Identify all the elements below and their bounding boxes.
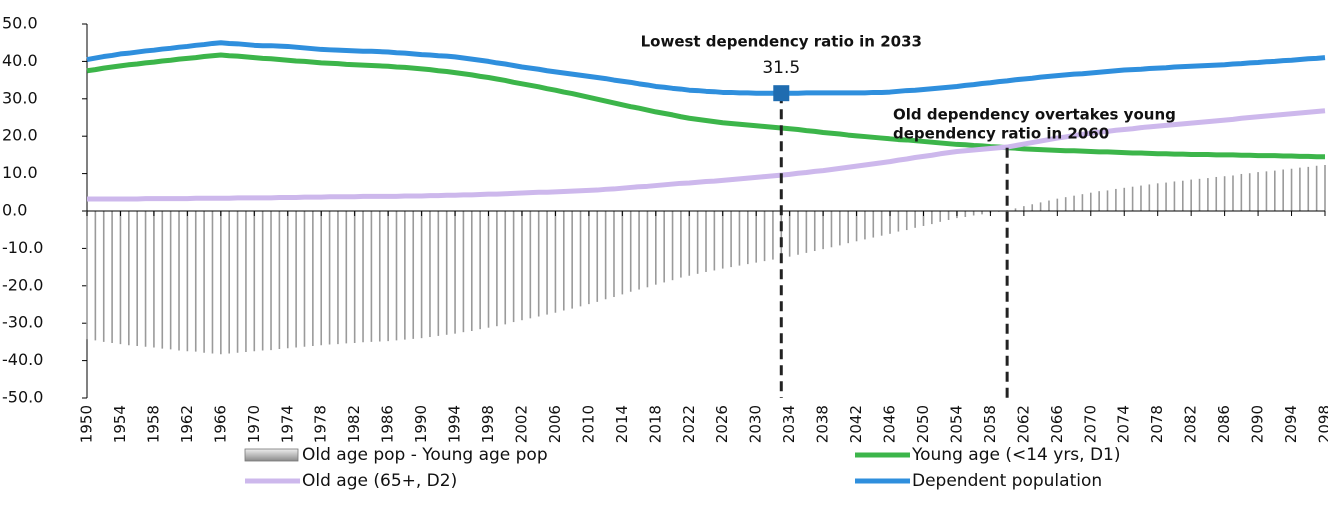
x-tick-label: 2038 (814, 405, 832, 443)
y-tick-label: -50.0 (2, 388, 43, 407)
y-tick-label: -40.0 (2, 350, 43, 369)
x-tick-label: 1998 (479, 405, 497, 443)
x-tick-label: 2042 (847, 405, 865, 443)
x-tick-label: 2026 (713, 405, 731, 443)
y-tick-label: -10.0 (2, 238, 43, 257)
x-tick-label: 2006 (546, 405, 564, 443)
x-tick-label: 2002 (512, 405, 530, 443)
legend-swatch (244, 448, 299, 462)
x-tick-label: 2010 (579, 405, 597, 443)
x-tick-label: 1954 (111, 405, 129, 443)
x-tick-label: 1962 (178, 405, 196, 443)
y-tick-label: -20.0 (2, 275, 43, 294)
x-tick-label: 2082 (1182, 405, 1200, 443)
x-tick-label: 2078 (1148, 405, 1166, 443)
x-tick-label: 2022 (680, 405, 698, 443)
annotation-marker (773, 85, 790, 102)
legend-label: Young age (<14 yrs, D1) (911, 445, 1121, 465)
annotation-text: Lowest dependency ratio in 2033 (641, 33, 922, 51)
legend-label: Dependent population (912, 471, 1102, 491)
line (86, 52, 1325, 160)
x-tick-label: 2034 (780, 405, 798, 443)
x-tick-label: 2090 (1249, 405, 1267, 443)
x-tick-label: 2066 (1048, 405, 1066, 443)
annotation-text: Old dependency overtakes young (893, 106, 1176, 124)
x-tick-label: 1958 (144, 405, 162, 443)
x-tick-label: 2074 (1115, 405, 1133, 443)
line (86, 40, 1326, 96)
x-tick-label: 1990 (412, 405, 430, 443)
x-tick-label: 1966 (211, 405, 229, 443)
y-tick-label: 0.0 (2, 201, 27, 220)
x-tick-label: 1994 (446, 405, 464, 443)
x-tick-label: 1970 (245, 405, 263, 443)
x-tick-label: 1950 (78, 405, 96, 443)
y-tick-label: 20.0 (2, 126, 38, 145)
x-tick-label: 2030 (747, 405, 765, 443)
y-tick-label: -30.0 (2, 313, 43, 332)
x-tick-label: 2098 (1316, 405, 1328, 443)
legend-label: Old age (65+, D2) (302, 471, 457, 491)
x-tick-label: 1974 (278, 405, 296, 443)
y-tick-label: 30.0 (2, 88, 38, 107)
x-tick-label: 2058 (981, 405, 999, 443)
x-tick-label: 1982 (345, 405, 363, 443)
annotation-text: dependency ratio in 2060 (893, 125, 1109, 143)
x-tick-label: 2062 (1014, 405, 1032, 443)
x-tick-label: 2094 (1282, 405, 1300, 443)
y-tick-label: 10.0 (2, 163, 38, 182)
y-tick-label: 40.0 (2, 51, 38, 70)
y-tick-label: 50.0 (2, 14, 38, 33)
x-tick-label: 2050 (914, 405, 932, 443)
x-tick-label: 1978 (312, 405, 330, 443)
annotation-value: 31.5 (762, 58, 800, 78)
x-tick-label: 2054 (947, 405, 965, 443)
line (87, 108, 1326, 202)
x-tick-label: 2070 (1081, 405, 1099, 443)
legend-label: Old age pop - Young age pop (302, 445, 548, 465)
x-tick-label: 2086 (1215, 405, 1233, 443)
x-tick-label: 1986 (379, 405, 397, 443)
x-tick-label: 2014 (613, 405, 631, 443)
x-tick-label: 2046 (881, 405, 899, 443)
x-tick-label: 2018 (646, 405, 664, 443)
